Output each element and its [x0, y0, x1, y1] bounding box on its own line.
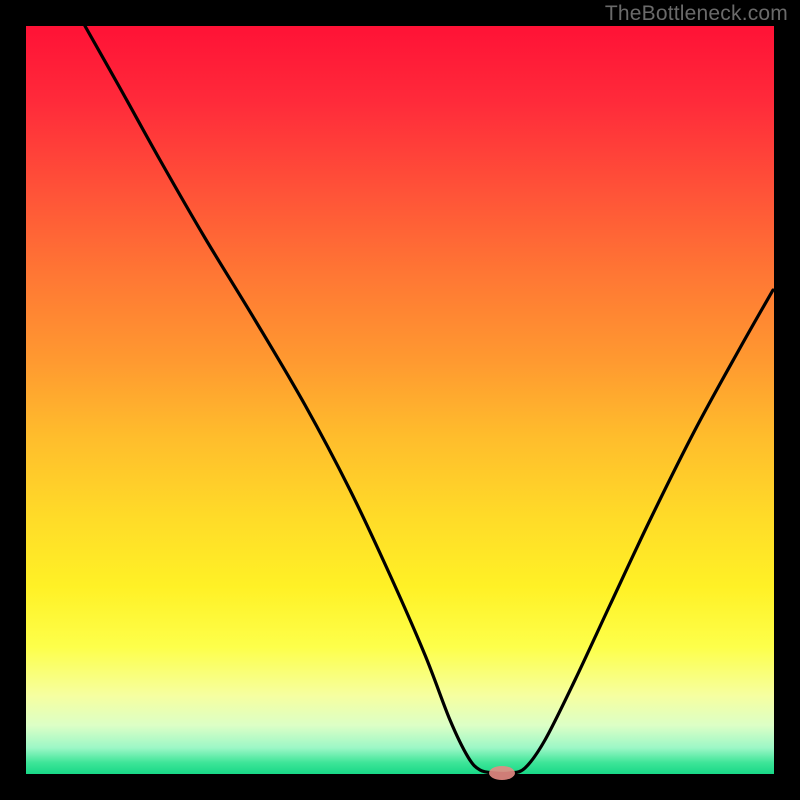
minimum-marker	[489, 766, 515, 780]
chart-frame: TheBottleneck.com	[0, 0, 800, 800]
bottleneck-chart	[0, 0, 800, 800]
watermark-text: TheBottleneck.com	[605, 2, 788, 26]
chart-background	[26, 26, 774, 774]
